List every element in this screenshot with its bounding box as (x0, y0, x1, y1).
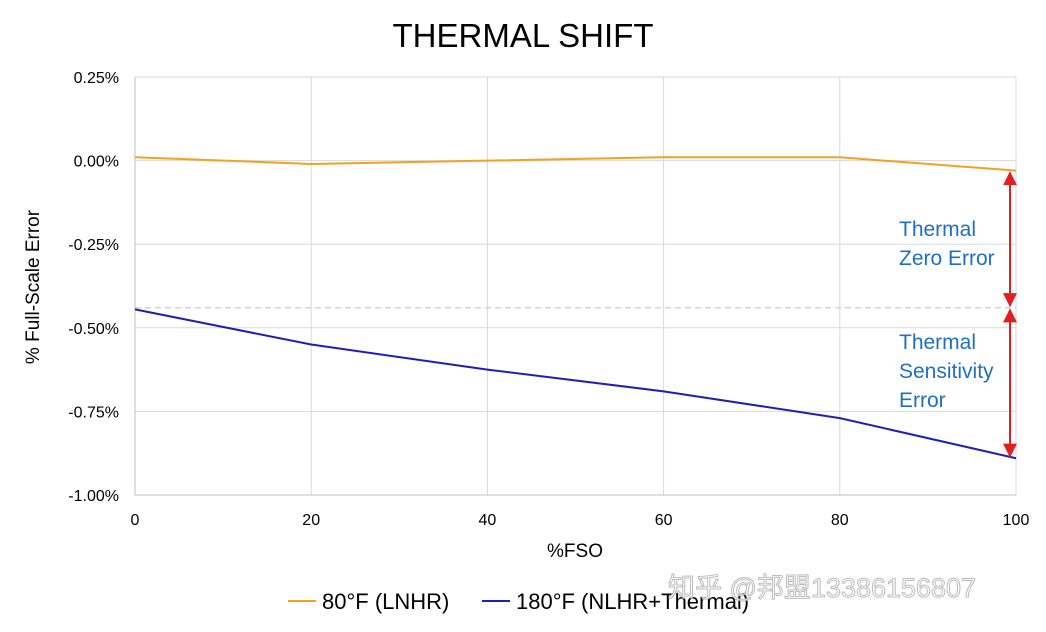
legend-label-2: 180°F (NLHR+Thermal) (516, 589, 749, 614)
series-line-1 (134, 156, 1017, 172)
annotation-text-line: Thermal (899, 218, 976, 241)
legend: 80°F (LNHR) 180°F (NLHR+Thermal) (288, 589, 749, 614)
y-axis-label: % Full-Scale Error (23, 209, 44, 364)
y-tick-label: 0.25% (74, 70, 119, 87)
y-tick-label: -0.75% (68, 404, 119, 421)
x-tick-label: 60 (655, 512, 673, 529)
series-line-2 (134, 308, 1017, 460)
x-tick-label: 40 (479, 512, 497, 529)
watermark: 知乎 @邦盟13386156807 (668, 573, 976, 603)
axes: 0 20 40 60 80 100 0.25% 0.00% -0.25% -0.50% -0.75%… (68, 70, 1029, 529)
series-group (134, 156, 1017, 460)
y-tick-label: -1.00% (68, 488, 119, 505)
annotation-text-line: Thermal (899, 331, 976, 354)
annotation-text-line: Sensitivity (899, 360, 994, 383)
x-tick-label: 80 (831, 512, 849, 529)
x-axis-label: %FSO (547, 541, 603, 562)
y-tick-label: -0.50% (68, 321, 119, 338)
annotation-text-line: Error (899, 389, 946, 412)
grid (134, 76, 1017, 496)
legend-label-1: 80°F (LNHR) (322, 589, 449, 614)
annotations-group: Thermal Zero Error Thermal Sensitivity Error (899, 171, 1017, 458)
chart-title: THERMAL SHIFT (393, 17, 654, 54)
x-tick-label: 100 (1003, 512, 1030, 529)
y-tick-label: 0.00% (74, 154, 119, 171)
x-tick-label: 20 (302, 512, 320, 529)
x-tick-label: 0 (131, 512, 140, 529)
y-tick-label: -0.25% (68, 237, 119, 254)
annotation-text-line: Zero Error (899, 247, 995, 270)
